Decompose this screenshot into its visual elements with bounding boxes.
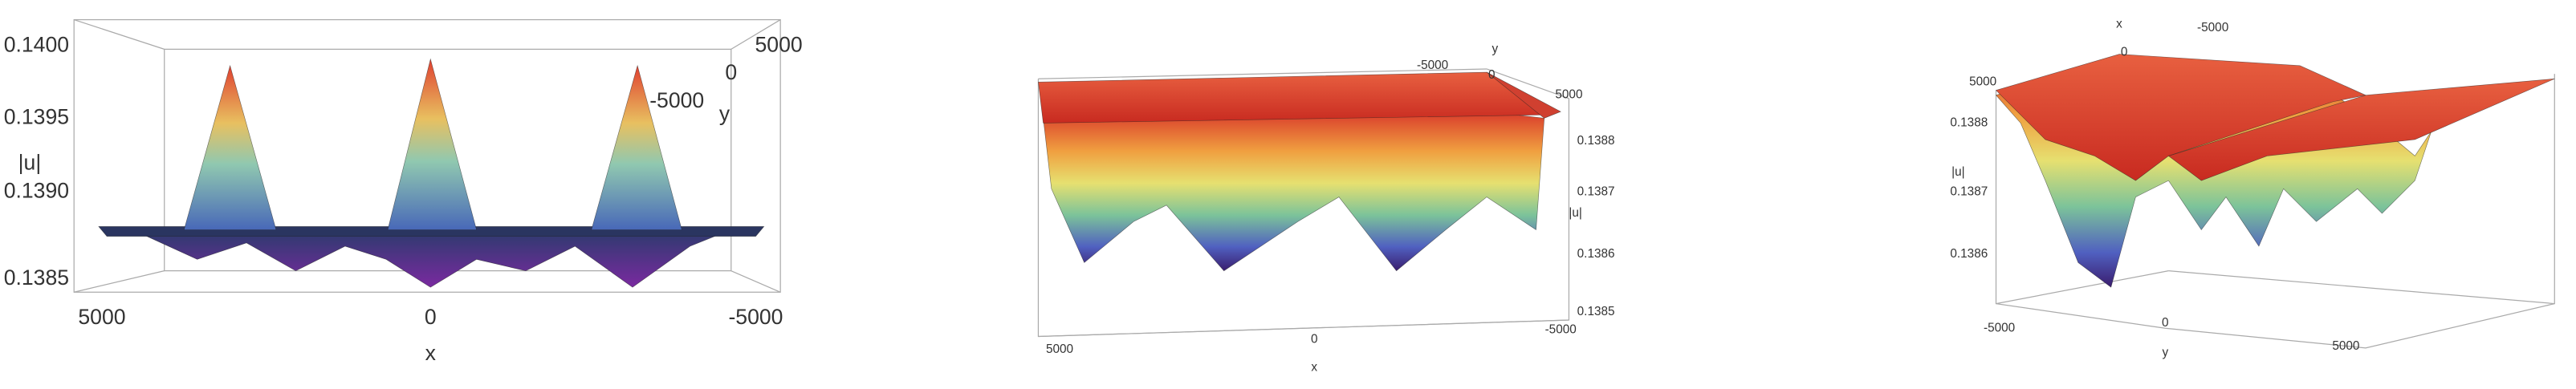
y-tick-label: 5000 xyxy=(2332,339,2359,353)
z-tick-label: 0.1385 xyxy=(4,265,69,290)
y-axis-label: y xyxy=(719,101,730,125)
y-tick-label: -5000 xyxy=(649,88,704,112)
panel-1: 0.1400 0.1395 0.1390 0.1385 |u| 5000 0 -… xyxy=(4,18,803,365)
surface xyxy=(1995,54,2555,288)
surface xyxy=(98,58,765,288)
z-tick-label: 0.1395 xyxy=(4,104,69,128)
x-tick-label: 5000 xyxy=(1046,342,1073,356)
x-tick-label: -5000 xyxy=(1545,322,1577,336)
x-axis-label: x xyxy=(1311,360,1317,374)
z-axis-label: |u| xyxy=(1951,165,1965,179)
y-tick-label: -5000 xyxy=(1984,321,2015,334)
panel-3: 0.1388 0.1387 0.1386 |u| -5000 0 5000 x … xyxy=(1950,18,2555,359)
x-axis-label: x xyxy=(2116,18,2122,31)
z-tick-label: 0.1400 xyxy=(4,32,69,56)
y-tick-label: 5000 xyxy=(1555,88,1582,102)
y-tick-label: -5000 xyxy=(1417,59,1448,72)
z-tick-label: 0.1387 xyxy=(1950,184,1988,198)
z-tick-label: 0.1386 xyxy=(1577,247,1615,261)
y-tick-label: 0 xyxy=(725,60,737,84)
z-axis-label: |u| xyxy=(18,151,42,175)
x-tick-label: -5000 xyxy=(2197,21,2228,34)
y-tick-label: 0 xyxy=(2162,316,2169,330)
y-axis-label: y xyxy=(1492,42,1499,55)
y-tick-label: 0 xyxy=(1488,68,1496,82)
z-axis-label: |u| xyxy=(1569,206,1581,220)
z-tick-label: 0.1387 xyxy=(1577,184,1615,198)
z-tick-label: 0.1386 xyxy=(1950,247,1988,261)
x-tick-label: 5000 xyxy=(78,305,125,329)
x-tick-label: 0 xyxy=(425,305,437,329)
y-axis-label: y xyxy=(2162,346,2168,359)
x-tick-label: 0 xyxy=(2121,46,2128,59)
surface xyxy=(1038,71,1561,272)
z-tick-label: 0.1388 xyxy=(1577,134,1615,148)
y-tick-label: 5000 xyxy=(755,32,803,56)
x-tick-label: -5000 xyxy=(728,305,783,329)
bounding-box xyxy=(1995,74,2555,349)
z-tick-label: 0.1385 xyxy=(1577,305,1615,318)
z-tick-label: 0.1388 xyxy=(1950,116,1988,130)
x-axis-label: x xyxy=(425,341,437,365)
x-tick-label: 0 xyxy=(1311,333,1318,346)
bounding-box xyxy=(73,18,781,293)
panel-2: 0.1388 0.1387 0.1386 0.1385 |u| 5000 0 -… xyxy=(1037,42,1615,374)
bounding-box xyxy=(1037,68,1570,338)
x-tick-label: 5000 xyxy=(1969,75,1996,88)
z-tick-label: 0.1390 xyxy=(4,178,69,202)
